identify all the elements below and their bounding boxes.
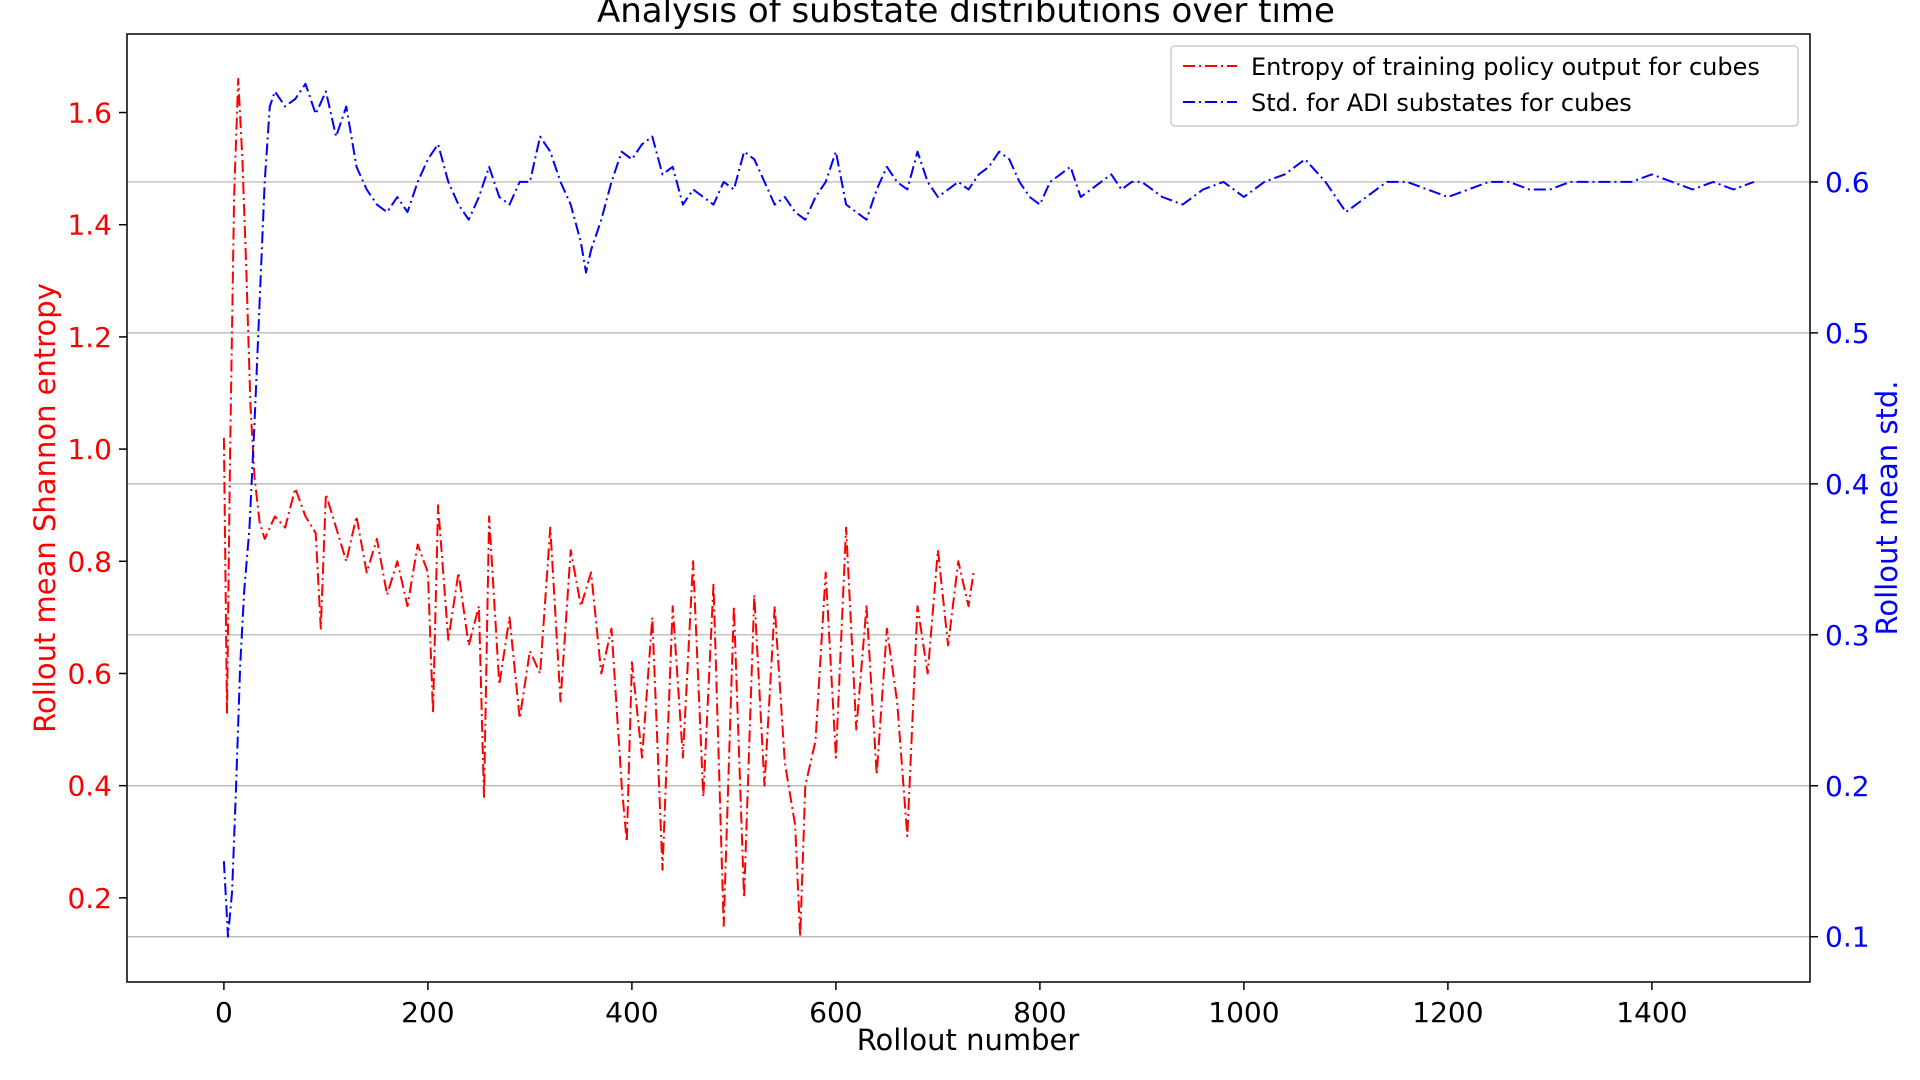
legend-label-std: Std. for ADI substates for cubes	[1251, 89, 1632, 117]
x-axis: 0 200 400 600 800 1000 1200 1400	[215, 982, 1688, 1029]
y-left-tick-label-6: 1.4	[67, 209, 112, 242]
plot-frame	[126, 33, 1811, 983]
y-left-tick-label-5: 1.2	[67, 321, 112, 354]
x-tick-label-2: 400	[605, 996, 658, 1029]
y-axis-left: 0.2 0.4 0.6 0.8 1.0 1.2 1.4 1.6	[67, 97, 127, 915]
y-left-tick-label-3: 0.8	[67, 545, 112, 578]
x-tick-label-1: 200	[401, 996, 454, 1029]
y-left-tick-label-7: 1.6	[67, 97, 112, 130]
y-axis-left-label: Rollout mean Shannon entropy	[28, 283, 62, 733]
grid	[127, 181, 1810, 938]
x-tick-label-7: 1400	[1616, 996, 1687, 1029]
x-tick-label-3: 600	[809, 996, 862, 1029]
x-tick-label-6: 1200	[1412, 996, 1483, 1029]
x-tick-label-0: 0	[215, 996, 233, 1029]
x-tick-label-4: 800	[1013, 996, 1066, 1029]
legend: Entropy of training policy output for cu…	[1170, 45, 1799, 127]
y-right-tick-label-5: 0.6	[1825, 166, 1870, 199]
y-axis-right-label: Rollout mean std.	[1870, 381, 1904, 636]
y-right-tick-label-0: 0.1	[1825, 921, 1870, 954]
chart-title: Analysis of substate distributions over …	[597, 0, 1335, 31]
series-line-1	[222, 82, 1755, 938]
y-right-tick-label-1: 0.2	[1825, 770, 1870, 803]
y-left-tick-label-2: 0.6	[67, 657, 112, 690]
plot-area	[222, 77, 1755, 939]
x-axis-label: Rollout number	[857, 1023, 1080, 1057]
y-axis-right: 0.1 0.2 0.3 0.4 0.5 0.6	[1810, 166, 1870, 954]
y-right-tick-label-3: 0.4	[1825, 468, 1870, 501]
legend-label-entropy: Entropy of training policy output for cu…	[1251, 53, 1760, 81]
legend-box	[1170, 45, 1799, 127]
y-left-tick-label-1: 0.4	[67, 770, 112, 803]
x-tick-label-5: 1000	[1208, 996, 1279, 1029]
series-line-0	[222, 77, 975, 939]
y-right-tick-label-2: 0.3	[1825, 619, 1870, 652]
y-right-tick-label-4: 0.5	[1825, 317, 1870, 350]
y-left-tick-label-0: 0.2	[67, 882, 112, 915]
y-left-tick-label-4: 1.0	[67, 433, 112, 466]
